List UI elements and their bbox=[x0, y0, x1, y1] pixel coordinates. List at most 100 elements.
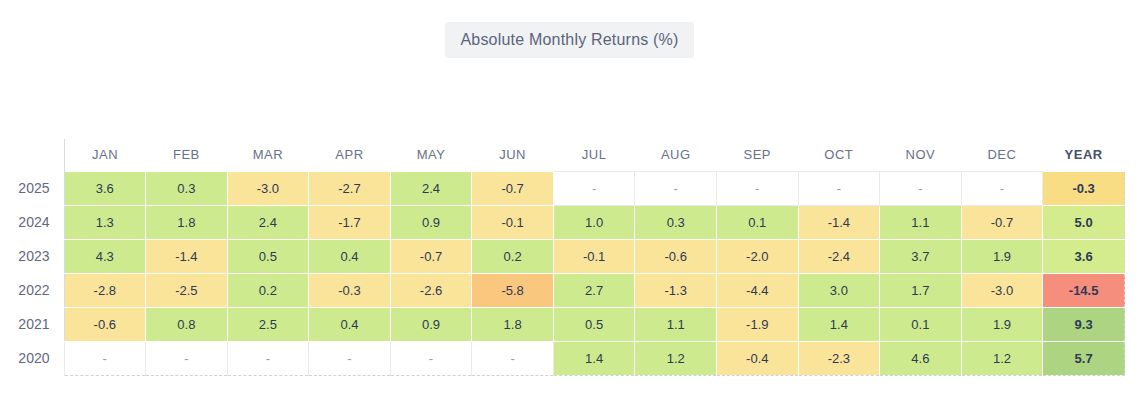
return-cell-2024-year: 5.0 bbox=[1043, 205, 1125, 239]
return-cell-2022-jun: -5.8 bbox=[472, 273, 554, 307]
return-cell-2023-jun: 0.2 bbox=[472, 239, 554, 273]
column-header-nov: NOV bbox=[880, 139, 962, 171]
return-cell-2020-nov: 4.6 bbox=[880, 341, 962, 375]
return-cell-2024-apr: -1.7 bbox=[309, 205, 391, 239]
return-cell-2024-feb: 1.8 bbox=[146, 205, 228, 239]
column-header-jan: JAN bbox=[64, 139, 146, 171]
return-cell-2020-jan: - bbox=[64, 341, 146, 375]
return-cell-2024-aug: 0.3 bbox=[635, 205, 717, 239]
column-header-oct: OCT bbox=[798, 139, 880, 171]
return-cell-2023-may: -0.7 bbox=[390, 239, 472, 273]
return-cell-2022-sep: -4.4 bbox=[717, 273, 799, 307]
return-cell-2025-feb: 0.3 bbox=[146, 171, 228, 205]
return-cell-2020-jul: 1.4 bbox=[553, 341, 635, 375]
return-cell-2022-oct: 3.0 bbox=[798, 273, 880, 307]
return-cell-2023-apr: 0.4 bbox=[309, 239, 391, 273]
return-cell-2025-nov: - bbox=[880, 171, 962, 205]
return-cell-2021-aug: 1.1 bbox=[635, 307, 717, 341]
return-cell-2020-dec: 1.2 bbox=[961, 341, 1043, 375]
return-cell-2022-jul: 2.7 bbox=[553, 273, 635, 307]
return-cell-2020-oct: -2.3 bbox=[798, 341, 880, 375]
page-header: Absolute Monthly Returns (%) bbox=[0, 0, 1139, 58]
return-cell-2025-apr: -2.7 bbox=[309, 171, 391, 205]
returns-table-head: JANFEBMARAPRMAYJUNJULAUGSEPOCTNOVDECYEAR bbox=[0, 139, 1125, 171]
column-header-jul: JUL bbox=[553, 139, 635, 171]
chart-title: Absolute Monthly Returns (%) bbox=[445, 22, 693, 58]
return-cell-2023-mar: 0.5 bbox=[227, 239, 309, 273]
header-row: JANFEBMARAPRMAYJUNJULAUGSEPOCTNOVDECYEAR bbox=[0, 139, 1125, 171]
return-cell-2025-may: 2.4 bbox=[390, 171, 472, 205]
return-cell-2021-nov: 0.1 bbox=[880, 307, 962, 341]
column-header-sep: SEP bbox=[717, 139, 799, 171]
return-cell-2022-feb: -2.5 bbox=[146, 273, 228, 307]
return-cell-2024-may: 0.9 bbox=[390, 205, 472, 239]
table-row-2024: 20241.31.82.4-1.70.9-0.11.00.30.1-1.41.1… bbox=[0, 205, 1125, 239]
return-cell-2022-may: -2.6 bbox=[390, 273, 472, 307]
column-header-apr: APR bbox=[309, 139, 391, 171]
column-header-feb: FEB bbox=[146, 139, 228, 171]
table-row-2022: 2022-2.8-2.50.2-0.3-2.6-5.82.7-1.3-4.43.… bbox=[0, 273, 1125, 307]
column-header-year: YEAR bbox=[1043, 139, 1125, 171]
table-row-2025: 20253.60.3-3.0-2.72.4-0.7-------0.3 bbox=[0, 171, 1125, 205]
table-row-2020: 2020------1.41.2-0.4-2.34.61.25.7 bbox=[0, 341, 1125, 375]
return-cell-2020-aug: 1.2 bbox=[635, 341, 717, 375]
column-header-aug: AUG bbox=[635, 139, 717, 171]
return-cell-2020-apr: - bbox=[309, 341, 391, 375]
return-cell-2025-sep: - bbox=[717, 171, 799, 205]
return-cell-2025-mar: -3.0 bbox=[227, 171, 309, 205]
corner-spacer bbox=[0, 139, 64, 171]
return-cell-2023-oct: -2.4 bbox=[798, 239, 880, 273]
return-cell-2020-may: - bbox=[390, 341, 472, 375]
return-cell-2021-dec: 1.9 bbox=[961, 307, 1043, 341]
return-cell-2021-may: 0.9 bbox=[390, 307, 472, 341]
return-cell-2020-year: 5.7 bbox=[1043, 341, 1125, 375]
return-cell-2021-apr: 0.4 bbox=[309, 307, 391, 341]
table-row-2021: 2021-0.60.82.50.40.91.80.51.1-1.91.40.11… bbox=[0, 307, 1125, 341]
return-cell-2020-sep: -0.4 bbox=[717, 341, 799, 375]
return-cell-2025-aug: - bbox=[635, 171, 717, 205]
return-cell-2022-mar: 0.2 bbox=[227, 273, 309, 307]
return-cell-2024-jul: 1.0 bbox=[553, 205, 635, 239]
return-cell-2025-dec: - bbox=[961, 171, 1043, 205]
return-cell-2021-feb: 0.8 bbox=[146, 307, 228, 341]
column-header-may: MAY bbox=[390, 139, 472, 171]
monthly-returns-heatmap: JANFEBMARAPRMAYJUNJULAUGSEPOCTNOVDECYEAR… bbox=[0, 139, 1139, 376]
return-cell-2023-jul: -0.1 bbox=[553, 239, 635, 273]
return-cell-2021-jul: 0.5 bbox=[553, 307, 635, 341]
return-cell-2025-oct: - bbox=[798, 171, 880, 205]
return-cell-2020-jun: - bbox=[472, 341, 554, 375]
return-cell-2024-jan: 1.3 bbox=[64, 205, 146, 239]
return-cell-2020-feb: - bbox=[146, 341, 228, 375]
return-cell-2021-year: 9.3 bbox=[1043, 307, 1125, 341]
return-cell-2021-sep: -1.9 bbox=[717, 307, 799, 341]
return-cell-2023-dec: 1.9 bbox=[961, 239, 1043, 273]
row-label-2022: 2022 bbox=[0, 273, 64, 307]
return-cell-2024-sep: 0.1 bbox=[717, 205, 799, 239]
return-cell-2025-jan: 3.6 bbox=[64, 171, 146, 205]
return-cell-2024-mar: 2.4 bbox=[227, 205, 309, 239]
row-label-2023: 2023 bbox=[0, 239, 64, 273]
return-cell-2025-jul: - bbox=[553, 171, 635, 205]
column-header-mar: MAR bbox=[227, 139, 309, 171]
return-cell-2023-sep: -2.0 bbox=[717, 239, 799, 273]
return-cell-2022-apr: -0.3 bbox=[309, 273, 391, 307]
row-label-2021: 2021 bbox=[0, 307, 64, 341]
return-cell-2025-year: -0.3 bbox=[1043, 171, 1125, 205]
return-cell-2022-year: -14.5 bbox=[1043, 273, 1125, 307]
return-cell-2023-feb: -1.4 bbox=[146, 239, 228, 273]
return-cell-2020-mar: - bbox=[227, 341, 309, 375]
return-cell-2021-jan: -0.6 bbox=[64, 307, 146, 341]
return-cell-2024-jun: -0.1 bbox=[472, 205, 554, 239]
return-cell-2022-aug: -1.3 bbox=[635, 273, 717, 307]
return-cell-2023-year: 3.6 bbox=[1043, 239, 1125, 273]
return-cell-2022-nov: 1.7 bbox=[880, 273, 962, 307]
return-cell-2024-dec: -0.7 bbox=[961, 205, 1043, 239]
row-label-2025: 2025 bbox=[0, 171, 64, 205]
row-label-2024: 2024 bbox=[0, 205, 64, 239]
return-cell-2022-dec: -3.0 bbox=[961, 273, 1043, 307]
return-cell-2021-jun: 1.8 bbox=[472, 307, 554, 341]
column-header-dec: DEC bbox=[961, 139, 1043, 171]
return-cell-2022-jan: -2.8 bbox=[64, 273, 146, 307]
column-header-jun: JUN bbox=[472, 139, 554, 171]
return-cell-2023-aug: -0.6 bbox=[635, 239, 717, 273]
